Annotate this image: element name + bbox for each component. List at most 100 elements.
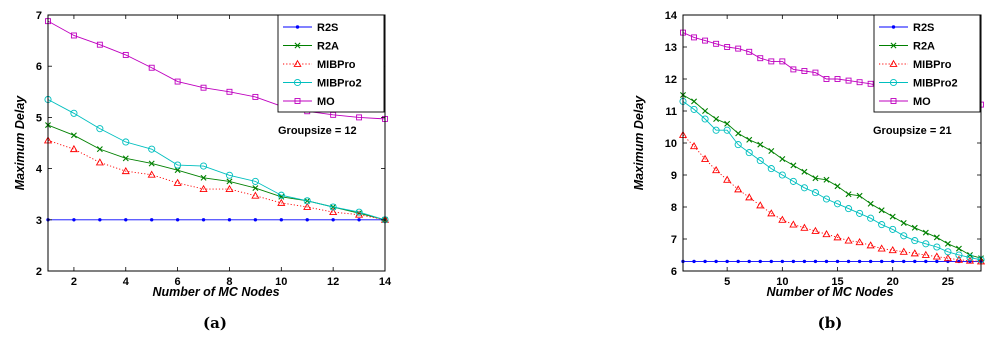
series-line [682,134,982,262]
data-point [700,154,710,162]
y-tick-label: 3 [36,215,42,227]
data-point [712,126,720,134]
data-point [758,259,762,264]
data-point [70,32,77,39]
data-point [779,156,786,162]
y-tick-label: 7 [36,10,42,22]
data-point [878,207,885,214]
data-point [174,161,182,169]
data-point [801,168,808,175]
data-point [944,240,951,247]
legend-marker [293,78,302,87]
data-point [199,184,208,193]
data-point [725,259,729,264]
data-point [70,109,78,117]
y-tick-label: 6 [671,266,677,278]
data-point [780,259,785,264]
data-point [812,175,819,182]
data-point [122,155,129,162]
y-tick-label: 9 [671,170,677,182]
legend-entry-mibpro2: MIBPro2 [283,78,362,90]
data-point [935,259,939,264]
data-point [867,80,874,87]
data-point [867,214,875,222]
data-point [856,192,863,199]
data-point [745,149,753,157]
data-point [122,51,129,58]
data-point [899,247,908,255]
data-point [913,259,917,264]
data-point [227,218,232,222]
data-point [252,185,259,192]
data-point [724,120,731,127]
data-point [813,259,818,264]
data-point [148,160,155,167]
data-point [691,34,697,41]
series-line [47,140,386,221]
data-point [175,218,180,222]
data-point [791,259,796,264]
legend-marker [890,42,897,49]
legend-label: MO [913,96,931,108]
series-mibpro [678,130,986,265]
data-point [889,225,897,233]
data-point [746,136,753,143]
data-point [756,201,765,209]
x-tick-label: 20 [887,276,899,288]
data-point [822,229,831,238]
data-point [305,218,309,222]
series-line [682,101,982,261]
legend-label: R2A [317,41,339,53]
data-point [225,184,234,193]
data-point [823,76,830,82]
data-point [888,245,897,254]
data-point [802,259,807,264]
data-point [801,68,808,74]
data-point [778,215,787,223]
data-point [201,218,206,222]
y-tick-label: 2 [36,266,42,278]
data-point [767,209,776,217]
data-point [357,218,361,222]
data-point [789,220,798,228]
legend-label: R2S [317,22,338,34]
data-point [149,218,154,222]
data-point [303,202,312,210]
data-point [745,193,754,201]
data-point [200,174,207,181]
data-point [329,203,337,211]
data-point [922,229,929,236]
data-point [966,254,974,262]
y-tick-label: 11 [665,106,677,118]
series-line [47,99,386,221]
legend-entry-r2a: R2A [879,41,935,53]
data-point [856,209,864,217]
data-point [690,105,698,113]
data-point [746,48,753,55]
y-tick-label: 12 [665,74,677,86]
data-point [723,175,732,183]
data-point [824,259,829,264]
data-point [735,130,742,137]
data-point [253,218,258,222]
data-point [122,138,130,146]
data-point [878,221,886,229]
y-tick-label: 6 [36,61,42,73]
data-point [833,200,842,208]
data-point [173,178,182,186]
legend: R2S R2A MIBPro MIBPro2 MO [873,14,981,113]
legend-marker [295,25,300,29]
series-line [682,94,982,259]
data-point [303,197,311,205]
data-point [148,64,155,71]
data-point [846,259,851,264]
data-point [277,198,286,206]
data-point [278,193,285,200]
data-point [735,45,742,52]
data-point [811,226,820,234]
data-point [355,210,364,218]
data-point [98,218,102,222]
x-tick-label: 8 [226,276,232,288]
data-point [855,237,864,246]
data-point [734,185,743,193]
